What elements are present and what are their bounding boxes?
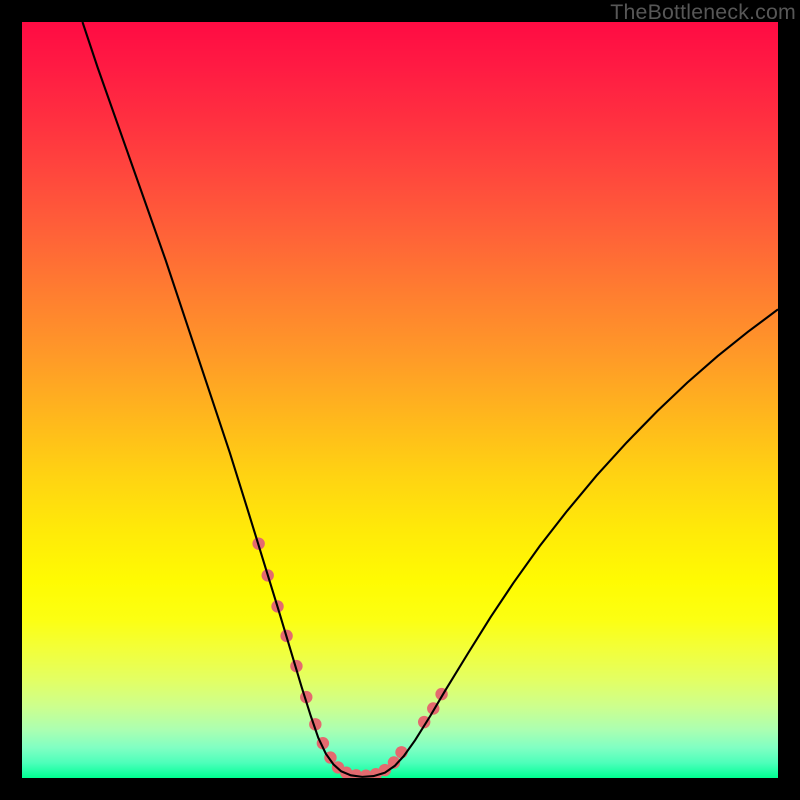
bottleneck-curve	[82, 22, 778, 777]
plot-area	[22, 22, 778, 778]
chart-svg	[22, 22, 778, 778]
image-frame: TheBottleneck.com	[0, 0, 800, 800]
highlight-dots	[252, 537, 447, 778]
attribution-text: TheBottleneck.com	[610, 0, 796, 25]
